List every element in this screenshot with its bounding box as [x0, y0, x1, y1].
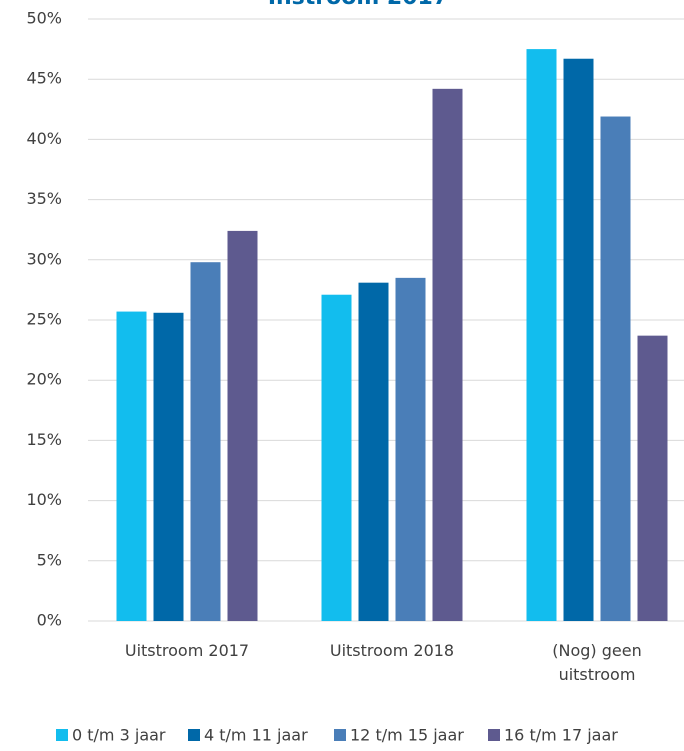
- legend-swatch: [488, 729, 500, 741]
- legend-label: 16 t/m 17 jaar: [504, 726, 618, 745]
- bar: [637, 335, 668, 621]
- legend-label: 0 t/m 3 jaar: [72, 726, 166, 745]
- legend-label: 12 t/m 15 jaar: [350, 726, 464, 745]
- y-tick-label: 50%: [26, 9, 62, 28]
- y-tick-label: 45%: [26, 69, 62, 88]
- bar: [600, 116, 631, 622]
- y-tick-label: 20%: [26, 370, 62, 389]
- y-tick-label: 15%: [26, 430, 62, 449]
- y-tick-label: 30%: [26, 249, 62, 268]
- legend-swatch: [188, 729, 200, 741]
- legend-swatch: [56, 729, 68, 741]
- bar: [395, 277, 426, 621]
- y-tick-label: 40%: [26, 129, 62, 148]
- bar: [432, 88, 463, 621]
- x-tick-label: (Nog) geen uitstroom: [552, 641, 642, 684]
- y-tick-label: 5%: [37, 550, 62, 569]
- legend-swatch: [334, 729, 346, 741]
- y-tick-label: 0%: [37, 611, 62, 630]
- y-tick-label: 35%: [26, 189, 62, 208]
- y-tick-label: 25%: [26, 310, 62, 329]
- x-tick-label: Uitstroom 2017: [124, 641, 250, 660]
- bar: [526, 49, 557, 622]
- bar: [227, 230, 258, 622]
- chart-title: Instroom 2017: [268, 0, 448, 10]
- x-tick-label: Uitstroom 2018: [329, 641, 455, 660]
- bar: [116, 311, 147, 621]
- bar: [153, 312, 184, 621]
- bar: [321, 294, 352, 621]
- y-tick-label: 10%: [26, 490, 62, 509]
- legend-label: 4 t/m 11 jaar: [204, 726, 308, 745]
- bar: [190, 262, 221, 621]
- bar: [358, 282, 389, 621]
- bar: [563, 58, 594, 622]
